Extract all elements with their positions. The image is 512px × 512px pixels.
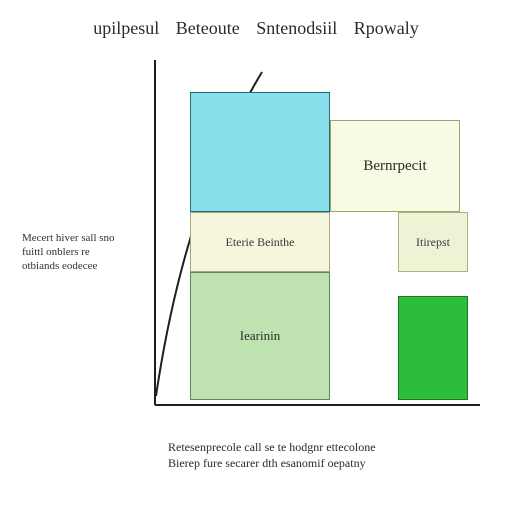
bottom-caption: Retesenprecole call se te hodgnr ettecol… [168, 440, 376, 471]
block-mid-right-label: Itirepst [416, 235, 450, 250]
caption-line-1: Retesenprecole call se te hodgnr ettecol… [168, 440, 376, 456]
side-note-line-3: otbiands eodecee [22, 260, 115, 274]
side-note-line-1: Mecert hiver sall sno [22, 232, 115, 246]
side-note-line-2: fuittl onblers re [22, 246, 115, 260]
block-top-right-label: Bernrpecit [363, 158, 426, 175]
side-note: Mecert hiver sall sno fuittl onblers re … [22, 232, 115, 273]
caption-line-2: Bierep fure secarer dth esanomif oepatny [168, 456, 376, 472]
block-top-left [190, 92, 330, 212]
block-mid-left: Eterie Beinthe [190, 212, 330, 272]
block-bottom-left-label: Iearinin [240, 328, 280, 344]
block-bottom-right [398, 296, 468, 400]
diagram-canvas: { "title": { "words": ["upilpesul", "Bet… [0, 0, 512, 512]
block-top-right: Bernrpecit [330, 120, 460, 212]
block-mid-right: Itirepst [398, 212, 468, 272]
block-mid-left-label: Eterie Beinthe [226, 235, 295, 250]
block-bottom-left: Iearinin [190, 272, 330, 400]
